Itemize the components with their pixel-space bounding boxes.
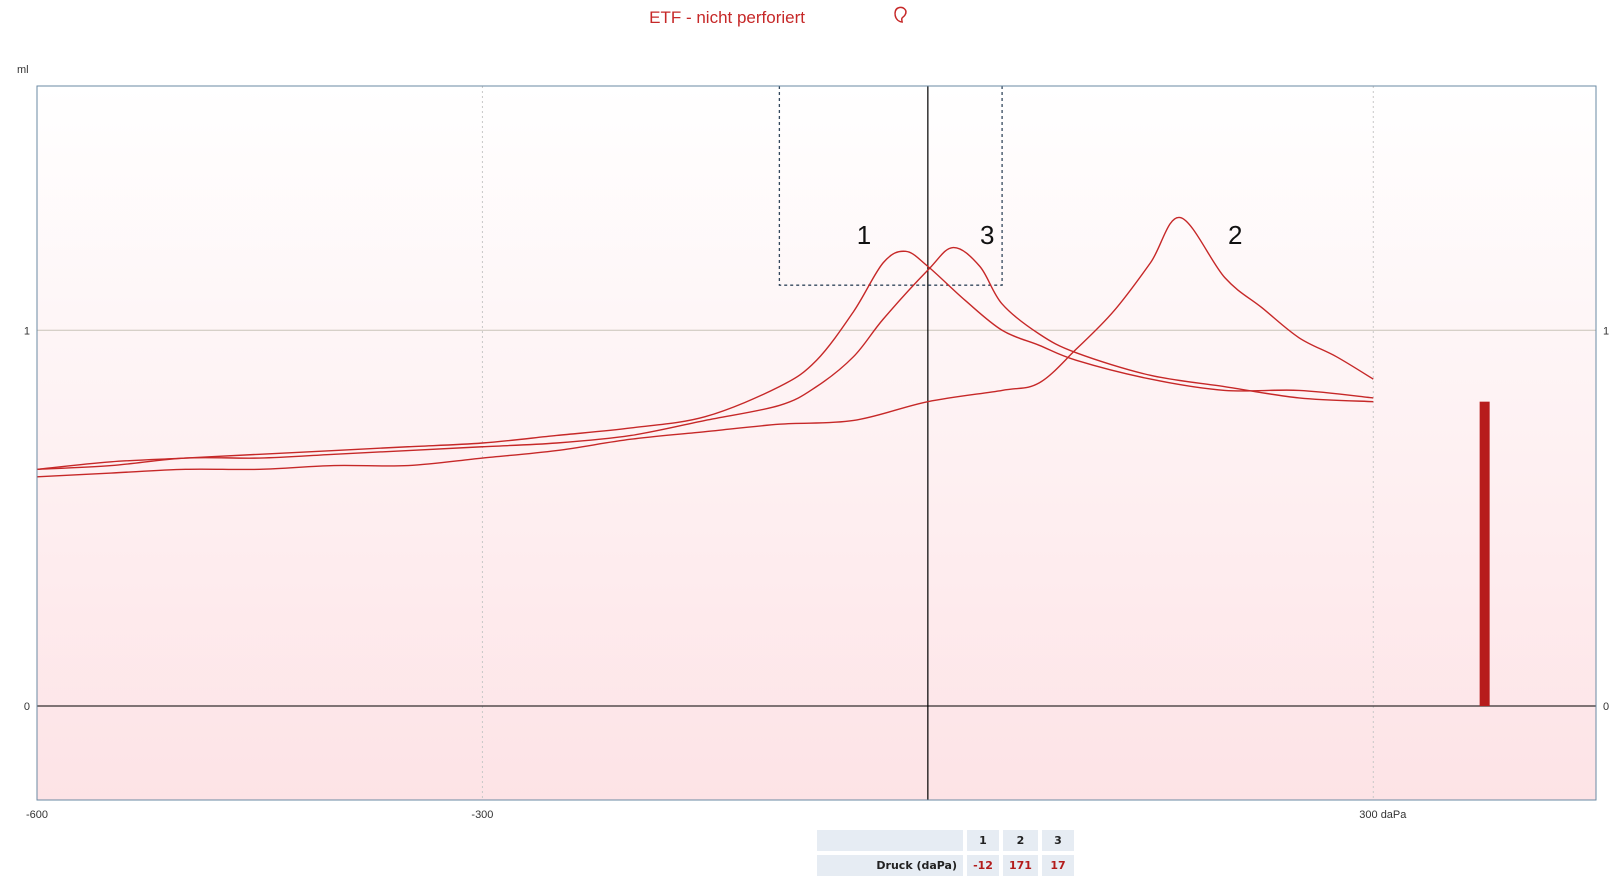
curve-label-3: 3: [980, 220, 994, 250]
pressure-value-3: 17: [1041, 855, 1074, 876]
x-tick-label: 300 daPa: [1359, 809, 1407, 821]
series-line-3: [36, 246, 1374, 471]
table-row-label: Druck (daPa): [817, 855, 963, 876]
curve-label-1: 1: [857, 220, 871, 250]
y-axis-label: ml: [17, 64, 29, 76]
series-group: [36, 216, 1374, 478]
x-tick-label: -300: [471, 809, 493, 821]
curve-label-2: 2: [1228, 220, 1242, 250]
y-tick-label-left: 1: [24, 325, 30, 337]
x-tick-label: -600: [26, 809, 48, 821]
y-tick-label-right: 1: [1603, 325, 1609, 337]
chart-title-group: ETF - nicht perforiert: [649, 6, 907, 27]
pressure-value-2: 171: [1003, 855, 1038, 876]
pressure-table: 1 2 3 Druck (daPa) -12 171 17: [813, 826, 1078, 880]
ear-icon: [894, 6, 907, 23]
y-tick-label-right: 0: [1603, 701, 1609, 713]
volume-bar: [1479, 401, 1490, 707]
series-line-1: [36, 250, 1374, 471]
axes: [37, 86, 1596, 800]
y-tick-label-left: 0: [24, 701, 30, 713]
table-header-1: 1: [967, 830, 999, 851]
plot-area: [37, 86, 1596, 800]
series-line-2: [36, 216, 1374, 478]
table-header-row: 1 2 3: [817, 830, 1074, 851]
plot-frame: [36, 85, 1597, 801]
volume-bar-group: [1479, 401, 1490, 707]
table-row: Druck (daPa) -12 171 17: [817, 855, 1074, 876]
table-header-3: 3: [1041, 830, 1074, 851]
curve-labels: 1 2 3: [857, 220, 1243, 250]
tick-labels: -600 -300 300 daPa 0 0 1 1: [24, 325, 1609, 821]
table-header-empty: [817, 830, 963, 851]
table-header-2: 2: [1003, 830, 1038, 851]
pressure-value-1: -12: [967, 855, 999, 876]
chart-title: ETF - nicht perforiert: [649, 8, 805, 27]
